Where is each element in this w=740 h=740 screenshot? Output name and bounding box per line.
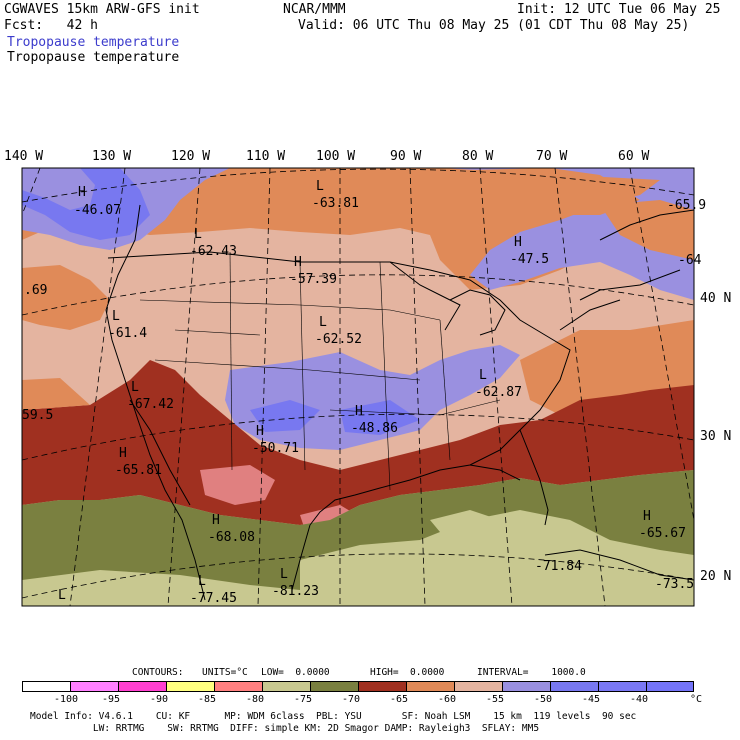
center-value: -67.42 xyxy=(127,397,174,412)
center-l-letter: L xyxy=(198,574,206,589)
lon-label-130w: 130 W xyxy=(92,149,132,164)
colorbar-level-label: -55 xyxy=(486,694,505,705)
institution-label: NCAR/MMM xyxy=(283,2,346,17)
lon-label-120w: 120 W xyxy=(171,149,211,164)
colorbar-swatch xyxy=(550,681,598,692)
colorbar-unit: °C xyxy=(690,694,703,705)
colorbar-swatch xyxy=(502,681,550,692)
center-l-letter: L xyxy=(131,380,139,395)
center-l-letter: L xyxy=(58,588,66,603)
center-value: -65.81 xyxy=(115,463,162,478)
center-value: -73.5 xyxy=(655,577,695,592)
center-l-letter: L xyxy=(194,227,202,242)
center-h-letter: H xyxy=(78,185,86,200)
colorbar-level-label: -50 xyxy=(534,694,553,705)
model-info-line1: Model Info: V4.6.1 CU: KF MP: WDM 6class… xyxy=(30,711,637,722)
center-value: -65.9 xyxy=(667,198,707,213)
center-h-letter: H xyxy=(514,235,522,250)
center-value: -64 xyxy=(678,253,702,268)
init-time: Init: 12 UTC Tue 06 May 25 xyxy=(517,2,721,17)
center-value: -62.43 xyxy=(190,244,237,259)
field-title-black: Tropopause temperature xyxy=(7,50,180,65)
center-value: -65.67 xyxy=(639,526,686,541)
colorbar-level-label: -45 xyxy=(582,694,601,705)
valid-time: Valid: 06 UTC Thu 08 May 25 (01 CDT Thu … xyxy=(298,18,690,33)
coastlines xyxy=(105,204,695,601)
colorbar-level-label: -90 xyxy=(150,694,169,705)
center-value: -57.39 xyxy=(290,272,337,287)
low-label: LOW= 0.0000 xyxy=(261,667,330,678)
center-l-letter: L xyxy=(280,567,288,582)
lon-label-80w: 80 W xyxy=(462,149,494,164)
graticule xyxy=(21,167,695,607)
center-value: -71.84 xyxy=(535,559,582,574)
center-value: -81.23 xyxy=(272,584,319,599)
lat-label-40n: 40 N xyxy=(700,291,732,306)
colorbar-level-label: -80 xyxy=(246,694,265,705)
colorbar-swatch xyxy=(358,681,406,692)
center-value: -77.45 xyxy=(190,591,237,606)
center-value: 59.5 xyxy=(22,408,54,423)
contours-label: CONTOURS: xyxy=(132,667,184,678)
center-value: -46.07 xyxy=(74,203,121,218)
colorbar-swatch xyxy=(454,681,502,692)
lon-label-100w: 100 W xyxy=(316,149,356,164)
center-value: -62.87 xyxy=(475,385,522,400)
model-title: CGWAVES 15km ARW-GFS init xyxy=(4,2,200,17)
lat-label-30n: 30 N xyxy=(700,429,732,444)
center-l-letter: L xyxy=(112,309,120,324)
center-l-letter: L xyxy=(479,368,487,383)
lon-label-60w: 60 W xyxy=(618,149,650,164)
lon-label-90w: 90 W xyxy=(390,149,422,164)
lat-label-20n: 20 N xyxy=(700,569,732,584)
colorbar-swatch xyxy=(70,681,118,692)
center-value: -68.08 xyxy=(208,530,255,545)
high-label: HIGH= 0.0000 xyxy=(370,667,445,678)
colorbar-swatch xyxy=(118,681,166,692)
colorbar-swatch xyxy=(310,681,358,692)
center-l-letter: L xyxy=(316,179,324,194)
colorbar-swatch xyxy=(406,681,454,692)
colorbar-swatch xyxy=(166,681,214,692)
colorbar-level-label: -95 xyxy=(102,694,121,705)
units-label: UNITS=°C xyxy=(202,667,248,678)
colorbar-level-label: -75 xyxy=(294,694,313,705)
center-value: .69 xyxy=(24,283,48,298)
center-h-letter: H xyxy=(294,255,302,270)
colorbar-level-label: -40 xyxy=(630,694,649,705)
colorbar-level-label: -70 xyxy=(342,694,361,705)
interval-label: INTERVAL= 1000.0 xyxy=(477,667,586,678)
center-value: -63.81 xyxy=(312,196,359,211)
colorbar-swatch xyxy=(262,681,310,692)
center-h-letter: H xyxy=(212,513,220,528)
field-title-blue: Tropopause temperature xyxy=(7,35,180,50)
colorbar-swatch xyxy=(646,681,694,692)
center-value: -48.86 xyxy=(351,421,398,436)
lon-label-140w: 140 W xyxy=(4,149,44,164)
center-h-letter: H xyxy=(119,446,127,461)
lon-label-70w: 70 W xyxy=(536,149,568,164)
map-frame xyxy=(21,167,695,607)
colorbar-level-label: -100 xyxy=(54,694,79,705)
center-h-letter: H xyxy=(355,404,363,419)
center-value: -47.5 xyxy=(510,252,550,267)
center-value: -62.52 xyxy=(315,332,362,347)
colorbar-swatch xyxy=(22,681,70,692)
center-value: -61.4 xyxy=(108,326,148,341)
model-info-line2: LW: RRTMG SW: RRTMG DIFF: simple KM: 2D … xyxy=(30,723,540,734)
lon-label-110w: 110 W xyxy=(246,149,286,164)
center-h-letter: H xyxy=(256,424,264,439)
colorbar-level-label: -65 xyxy=(390,694,409,705)
colorbar-level-label: -85 xyxy=(198,694,217,705)
center-h-letter: H xyxy=(643,509,651,524)
center-l-letter: L xyxy=(319,315,327,330)
colorbar-level-label: -60 xyxy=(438,694,457,705)
colorbar-swatch xyxy=(214,681,262,692)
colorbar-swatch xyxy=(598,681,646,692)
center-value: -50.71 xyxy=(252,441,299,456)
temperature-fill xyxy=(22,168,694,606)
forecast-hour: Fcst: 42 h xyxy=(4,18,98,33)
state-borders xyxy=(139,251,501,491)
